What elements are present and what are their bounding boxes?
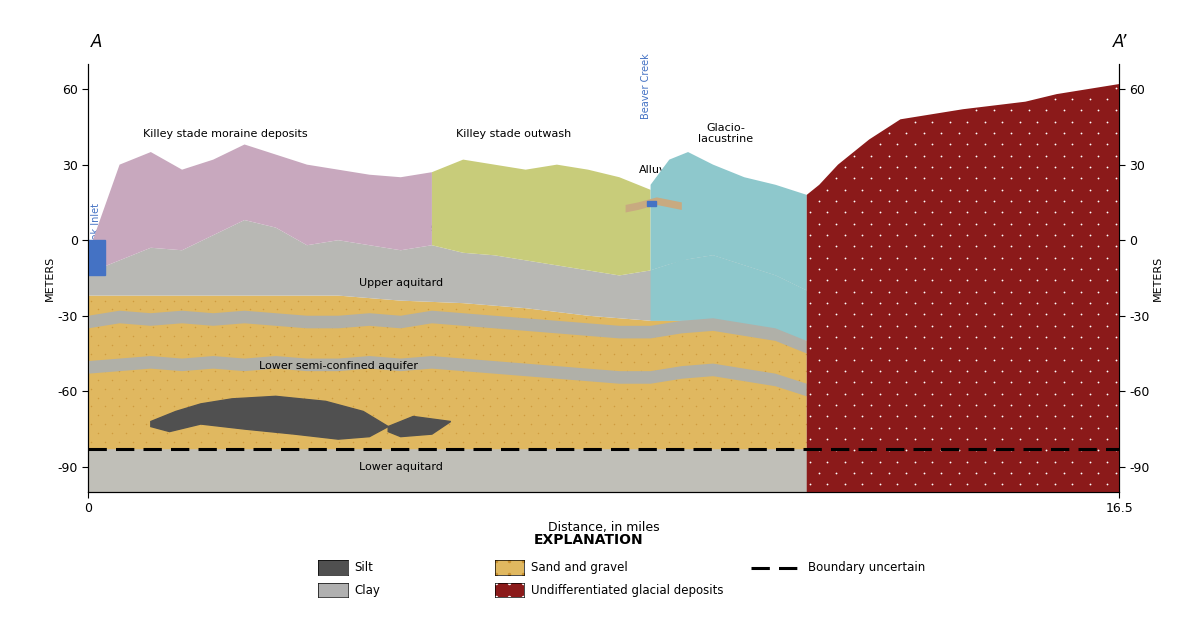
Polygon shape	[88, 296, 807, 449]
Polygon shape	[807, 84, 1119, 492]
Polygon shape	[88, 144, 432, 273]
Text: Sand and gravel: Sand and gravel	[531, 561, 628, 574]
Text: Lower aquitard: Lower aquitard	[359, 462, 443, 472]
Polygon shape	[151, 396, 389, 439]
Polygon shape	[88, 220, 807, 341]
Text: Glacio-
lacustrine: Glacio- lacustrine	[699, 123, 753, 144]
Polygon shape	[650, 256, 807, 341]
Text: Alluvium: Alluvium	[638, 165, 688, 200]
Polygon shape	[432, 160, 650, 275]
Text: A’: A’	[1113, 33, 1127, 50]
Polygon shape	[650, 152, 807, 291]
Text: Undifferentiated glacial deposits: Undifferentiated glacial deposits	[531, 583, 723, 597]
Bar	[88, 240, 105, 275]
Text: EXPLANATION: EXPLANATION	[534, 533, 644, 547]
Text: A: A	[91, 33, 102, 50]
Text: Cook Inlet: Cook Inlet	[92, 203, 101, 252]
Polygon shape	[88, 356, 807, 396]
Text: Lower semi-confined aquifer: Lower semi-confined aquifer	[259, 361, 418, 371]
Y-axis label: METERS: METERS	[45, 256, 55, 300]
Text: Upper aquitard: Upper aquitard	[358, 278, 443, 288]
Polygon shape	[626, 197, 682, 213]
Text: Knik and Eklutna
glacial deposits: Knik and Eklutna glacial deposits	[885, 159, 979, 180]
Bar	[648, 201, 656, 206]
Text: NOT TO SCALE: NOT TO SCALE	[958, 472, 1030, 482]
Text: Killey stade moraine deposits: Killey stade moraine deposits	[144, 130, 309, 139]
X-axis label: Distance, in miles: Distance, in miles	[548, 521, 660, 534]
Text: Boundary uncertain: Boundary uncertain	[808, 561, 926, 574]
Text: Clay: Clay	[355, 583, 380, 597]
Polygon shape	[389, 417, 451, 436]
Text: Upper unconfined aquifer: Upper unconfined aquifer	[404, 222, 547, 233]
Text: Killey stade outwash: Killey stade outwash	[456, 130, 571, 139]
Polygon shape	[88, 311, 807, 353]
Y-axis label: METERS: METERS	[1152, 256, 1163, 300]
Text: Beaver Creek: Beaver Creek	[641, 54, 651, 119]
Text: Silt: Silt	[355, 561, 373, 574]
